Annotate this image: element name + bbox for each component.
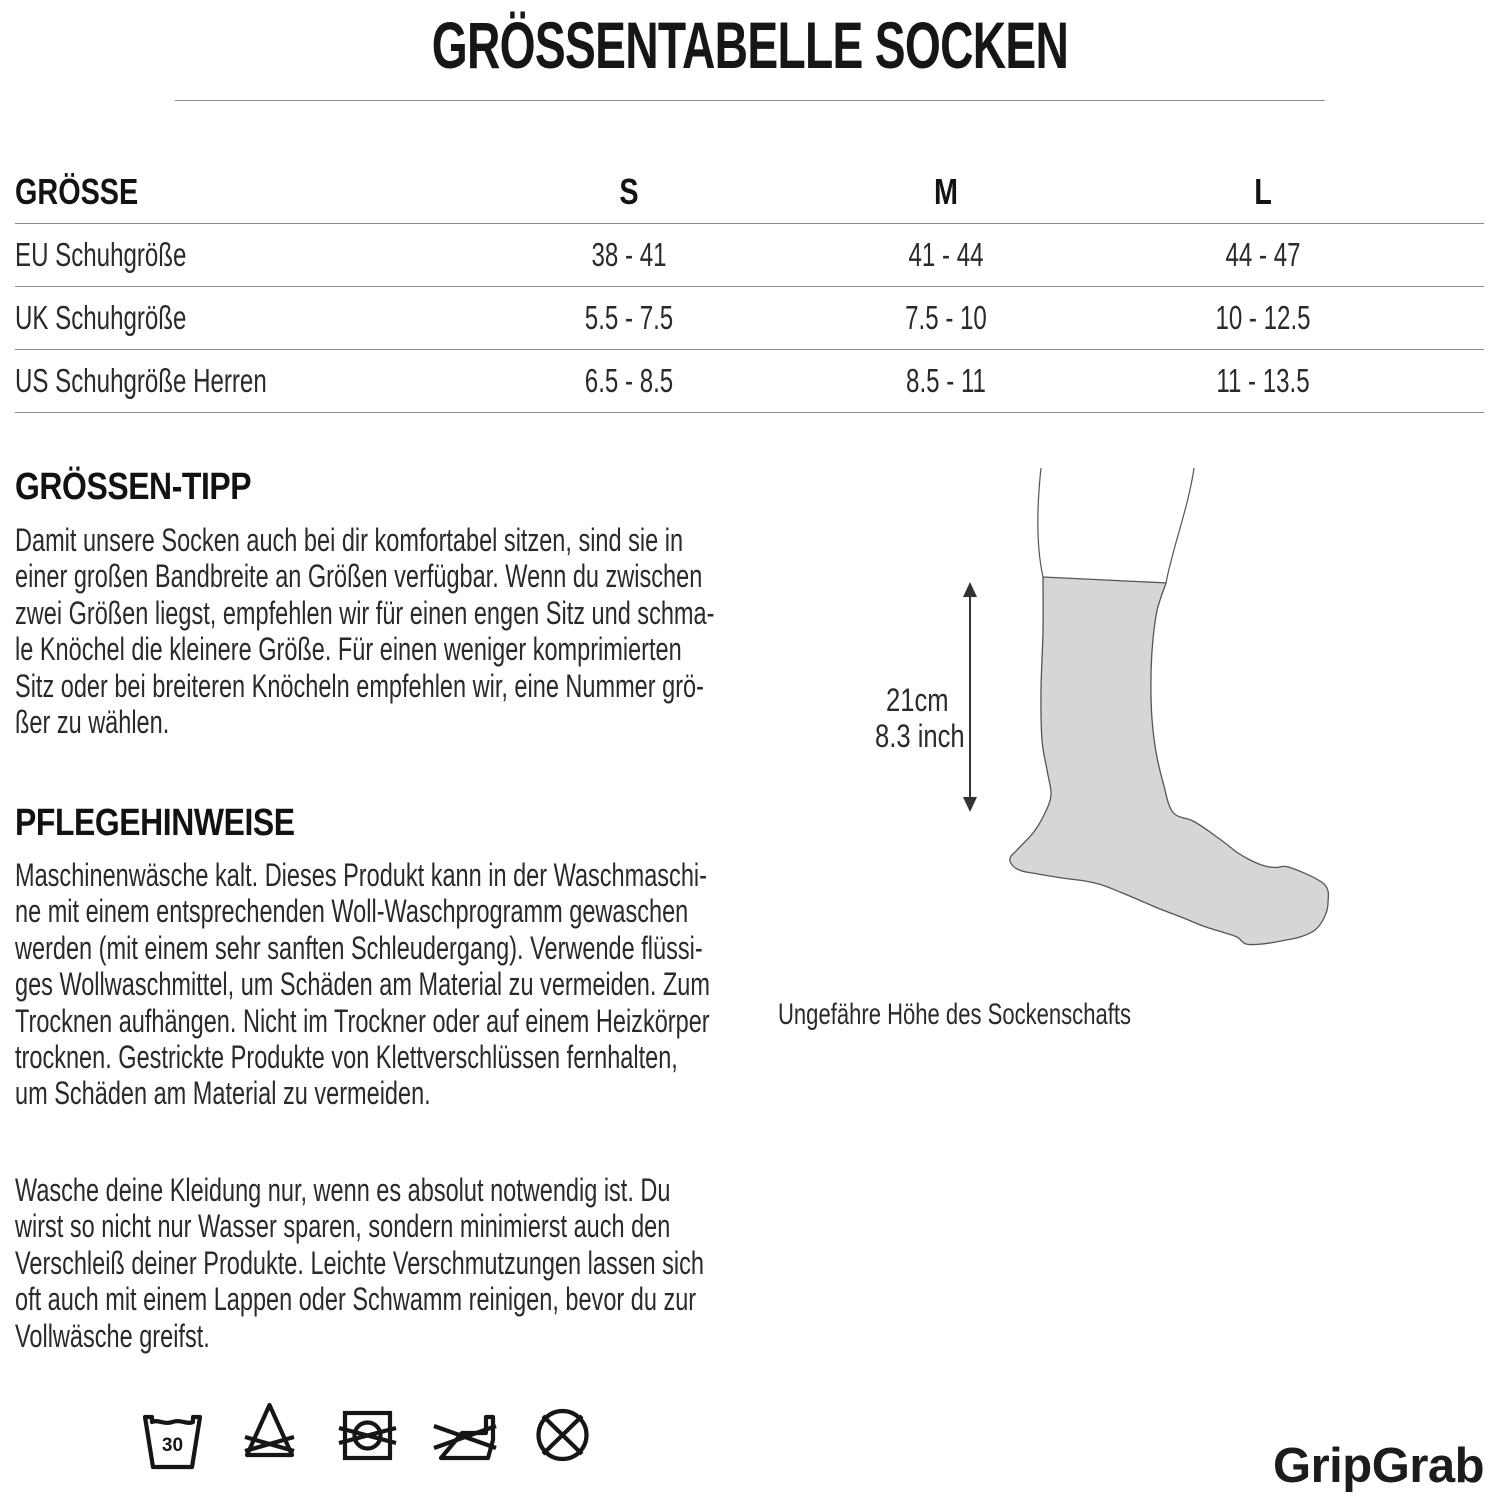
- svg-text:30: 30: [162, 1435, 183, 1456]
